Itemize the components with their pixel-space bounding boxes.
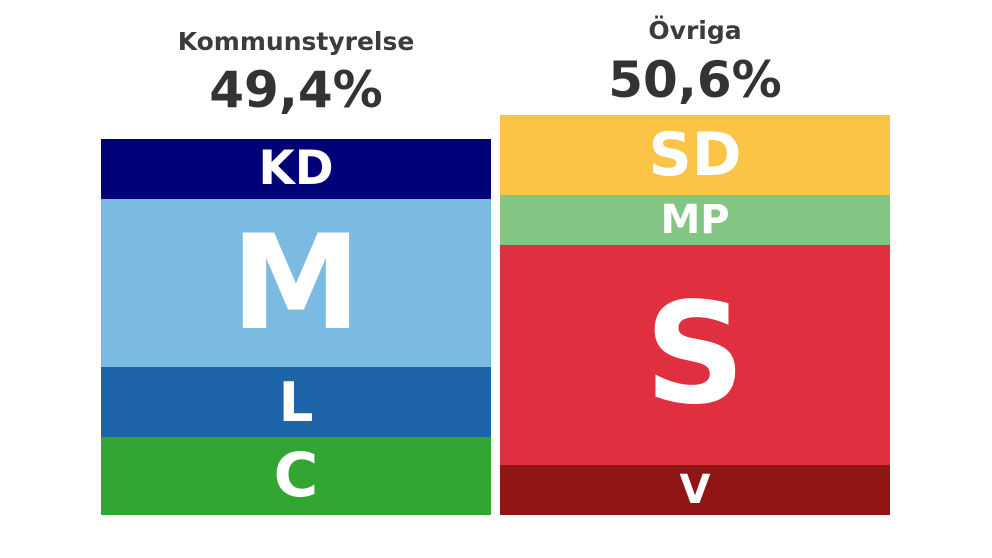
group-percent: 50,6% xyxy=(608,51,782,109)
stacked-bar: V S MP SD xyxy=(500,115,890,515)
group-kommunstyrelse: Kommunstyrelse 49,4% C L M KD xyxy=(101,0,491,558)
segment-label-v: V xyxy=(679,467,711,513)
segment-label-l: L xyxy=(278,369,314,434)
group-percent: 49,4% xyxy=(209,61,383,119)
segment-sd: SD xyxy=(500,115,890,195)
segment-c: C xyxy=(101,437,491,515)
segment-mp: MP xyxy=(500,195,890,245)
segment-label-s: S xyxy=(644,273,746,436)
segment-v: V xyxy=(500,465,890,515)
group-label: Kommunstyrelse xyxy=(177,27,415,56)
segment-l: L xyxy=(101,367,491,437)
segment-s: S xyxy=(500,245,890,465)
stacked-bar: C L M KD xyxy=(101,139,491,515)
group-ovriga: Övriga 50,6% V S MP SD xyxy=(500,0,890,558)
segment-label-kd: KD xyxy=(258,141,334,196)
segment-label-mp: MP xyxy=(660,197,730,243)
segment-label-c: C xyxy=(273,440,319,511)
segment-label-sd: SD xyxy=(648,120,742,190)
segment-label-m: M xyxy=(230,206,362,360)
segment-m: M xyxy=(101,199,491,367)
segment-kd: KD xyxy=(101,139,491,199)
group-label: Övriga xyxy=(648,16,742,45)
